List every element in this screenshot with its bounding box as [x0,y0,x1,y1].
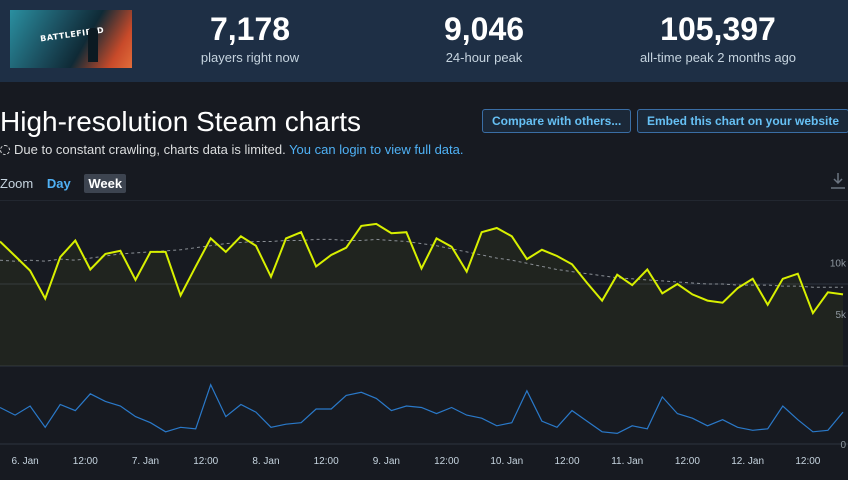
zoom-label: Zoom [0,176,34,191]
x-tick-label: 12:00 [795,456,820,467]
x-tick-label: 12:00 [434,456,459,467]
x-tick-label: 12:00 [73,456,98,467]
stat-current: 7,178 players right now [188,12,312,65]
stat-24h-value: 9,046 [443,11,525,47]
embed-button[interactable]: Embed this chart on your website [637,109,848,133]
x-tick-label: 12:00 [193,456,218,467]
x-tick-label: 8. Jan [252,456,279,467]
stat-alltime-label: all-time peak 2 months ago [639,50,797,65]
x-tick-label: 12:00 [554,456,579,467]
chart-grid [0,200,848,445]
stat-current-value: 7,178 [209,11,291,47]
loading-icon [0,145,10,155]
players-area [0,223,843,366]
download-icon[interactable] [830,172,846,190]
players-line [0,222,844,316]
zoom-week-button[interactable]: Week [84,174,127,193]
player-chart: 10k 5k 0 6. Jan 12:00 7. Jan 12:00 8. Jan 12:00… [0,200,848,467]
section-title: High-resolution Steam charts [0,106,362,137]
x-tick-label: 7. Jan [132,456,159,467]
stat-alltime-value: 105,397 [660,11,776,47]
twitch-viewers-line [0,383,844,435]
x-tick-label: 11. Jan [611,456,643,467]
stat-alltime-peak: 105,397 all-time peak 2 months ago [628,12,808,65]
x-tick-label: 6. Jan [11,456,38,467]
notice-text: Due to constant crawling, charts data is… [14,142,286,157]
x-axis-labels: 6. Jan 12:00 7. Jan 12:00 8. Jan 12:00 9. Jan 1… [11,456,820,467]
zoom-day-button[interactable]: Day [46,176,71,191]
y-tick-label: 0 [840,440,846,451]
thumbnail-figure [88,28,98,62]
stat-current-label: players right now [200,50,300,65]
x-tick-label: 10. Jan [490,456,523,467]
zoom-controls: Zoom Day Week [0,174,127,193]
x-tick-label: 12. Jan [731,456,764,467]
header-bar: BATTLEFIELD 7,178 players right now 9,04… [0,0,848,82]
stat-24h-label: 24-hour peak [445,50,523,65]
y-axis-labels: 10k 5k 0 [830,258,847,451]
y-tick-label: 10k [830,258,847,269]
compare-button[interactable]: Compare with others... [482,109,632,133]
x-tick-label: 9. Jan [373,456,400,467]
x-tick-label: 12:00 [675,456,700,467]
chart-section: High-resolution Steam charts Compare wit… [0,82,848,480]
login-link[interactable]: You can login to view full data. [289,142,464,157]
y-tick-label: 5k [835,310,847,321]
x-tick-label: 12:00 [314,456,339,467]
crawl-notice: Due to constant crawling, charts data is… [0,142,464,157]
stat-24h-peak: 9,046 24-hour peak [424,12,544,65]
game-thumbnail[interactable]: BATTLEFIELD [10,10,132,68]
